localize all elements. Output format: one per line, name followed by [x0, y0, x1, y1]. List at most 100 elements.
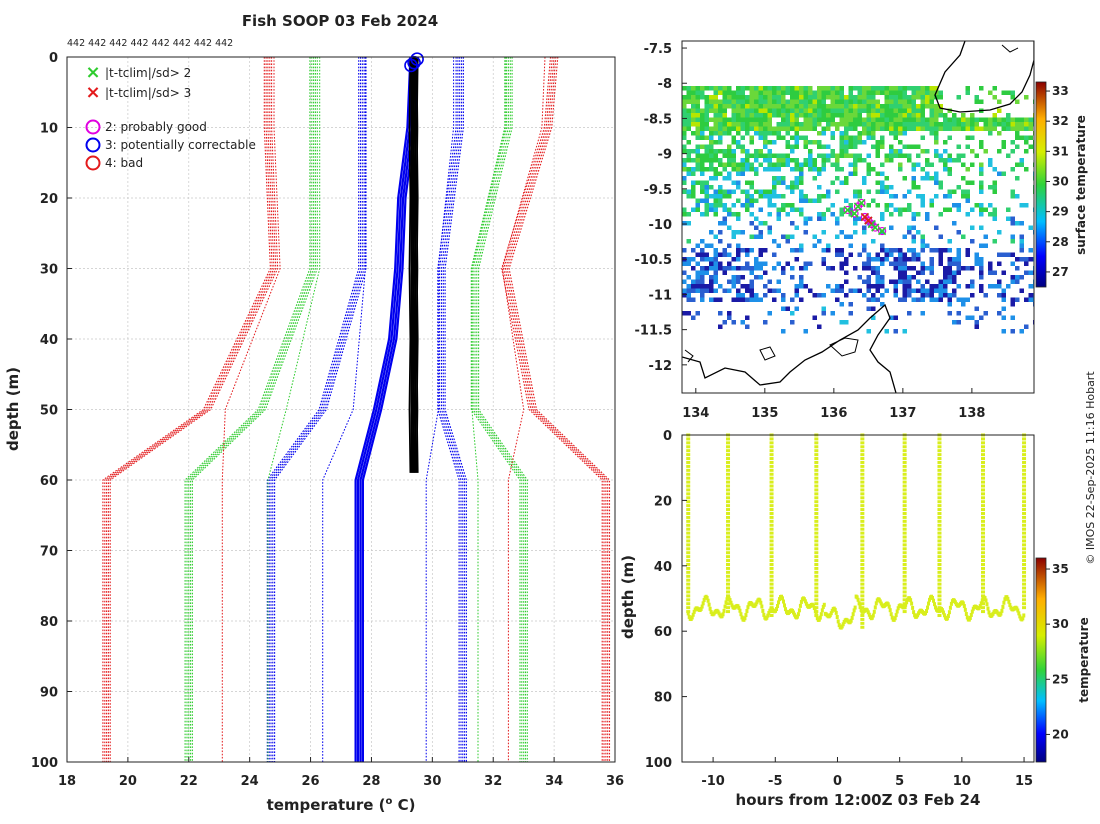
sst-cell	[947, 117, 952, 122]
sst-cell	[965, 167, 970, 172]
sst-cell	[704, 104, 709, 109]
sst-cell	[704, 266, 709, 271]
climatology-envelope-line	[470, 57, 521, 762]
sst-cell	[718, 261, 723, 266]
sst-cell	[947, 275, 952, 280]
sst-cell	[686, 261, 691, 266]
sst-cell	[749, 284, 754, 289]
time-depth-point	[902, 574, 907, 578]
sst-cell	[713, 270, 718, 275]
sst-cell	[740, 320, 745, 325]
sst-cell	[826, 104, 831, 109]
sst-cell	[857, 104, 862, 109]
time-depth-point	[814, 527, 819, 531]
time-depth-point	[726, 559, 731, 563]
sst-cell	[938, 279, 943, 284]
sst-cell	[758, 230, 763, 235]
sst-cell	[722, 104, 727, 109]
sst-cell	[970, 279, 975, 284]
sst-cell	[997, 149, 1002, 154]
sst-cell	[749, 104, 754, 109]
sst-cell	[1001, 329, 1006, 334]
sst-cell	[1010, 117, 1015, 122]
sst-cell	[875, 113, 880, 118]
sst-cell	[916, 86, 921, 91]
sst-cell	[857, 135, 862, 140]
time-depth-point	[964, 611, 968, 616]
sst-cell	[970, 122, 975, 127]
sst-cell	[700, 279, 705, 284]
sst-cell	[799, 113, 804, 118]
sst-cell	[767, 140, 772, 145]
time-depth-point	[978, 604, 982, 609]
sst-cell	[803, 230, 808, 235]
sst-cell	[1019, 135, 1024, 140]
sst-cell	[902, 279, 907, 284]
sst-cell	[767, 108, 772, 113]
sst-cell	[925, 216, 930, 221]
sst-cell	[790, 203, 795, 208]
sst-cell	[718, 113, 723, 118]
sst-cell	[704, 126, 709, 131]
sst-cell	[691, 194, 696, 199]
sst-cell	[866, 131, 871, 136]
sst-cell	[713, 257, 718, 262]
sst-cell	[875, 122, 880, 127]
time-depth-point	[726, 488, 731, 492]
sst-cell	[821, 261, 826, 266]
sst-cell	[1010, 189, 1015, 194]
time-depth-point	[902, 457, 907, 461]
sst-cell	[745, 252, 750, 257]
time-depth-point	[726, 543, 731, 547]
climatology-envelope-line	[444, 57, 467, 762]
sst-cell	[844, 261, 849, 266]
sst-cell	[727, 99, 732, 104]
time-depth-point	[937, 476, 942, 480]
sst-cell	[700, 158, 705, 163]
sst-cell	[794, 158, 799, 163]
time-depth-point	[814, 590, 819, 594]
sst-cell	[821, 194, 826, 199]
sst-cell	[758, 297, 763, 302]
sst-cell	[736, 167, 741, 172]
sst-cell	[1010, 275, 1015, 280]
time-depth-point	[814, 535, 819, 539]
sst-cell	[713, 86, 718, 91]
sst-cell	[821, 90, 826, 95]
sst-cell	[686, 189, 691, 194]
sst-cell	[722, 149, 727, 154]
sst-cell	[911, 126, 916, 131]
sst-cell	[898, 131, 903, 136]
time-depth-point	[686, 488, 691, 492]
sst-cell	[934, 122, 939, 127]
sst-cell	[718, 86, 723, 91]
sst-cell	[799, 207, 804, 212]
time-depth-point	[726, 441, 731, 445]
sst-cell	[745, 284, 750, 289]
time-depth-point	[931, 598, 935, 603]
sst-cell	[862, 95, 867, 100]
sst-cell	[700, 122, 705, 127]
sst-colorbar-tick-label: 29	[1052, 205, 1069, 219]
sst-cell	[875, 288, 880, 293]
sst-cell	[722, 176, 727, 181]
sst-cell	[718, 239, 723, 244]
profile-lines	[102, 57, 611, 762]
time-depth-point	[775, 607, 779, 612]
sst-cell	[857, 99, 862, 104]
sst-cell	[758, 108, 763, 113]
sst-cell	[718, 185, 723, 190]
time-depth-point	[1006, 596, 1010, 601]
sst-cell	[884, 288, 889, 293]
sst-cell	[970, 149, 975, 154]
sst-cell	[911, 86, 916, 91]
sst-cell	[848, 90, 853, 95]
sst-cell	[754, 198, 759, 203]
sst-cell	[727, 104, 732, 109]
sst-cell	[758, 275, 763, 280]
sst-cell	[947, 293, 952, 298]
sst-cell	[965, 86, 970, 91]
time-depth-point	[783, 607, 787, 612]
sst-cell	[727, 252, 732, 257]
sst-cell	[745, 288, 750, 293]
